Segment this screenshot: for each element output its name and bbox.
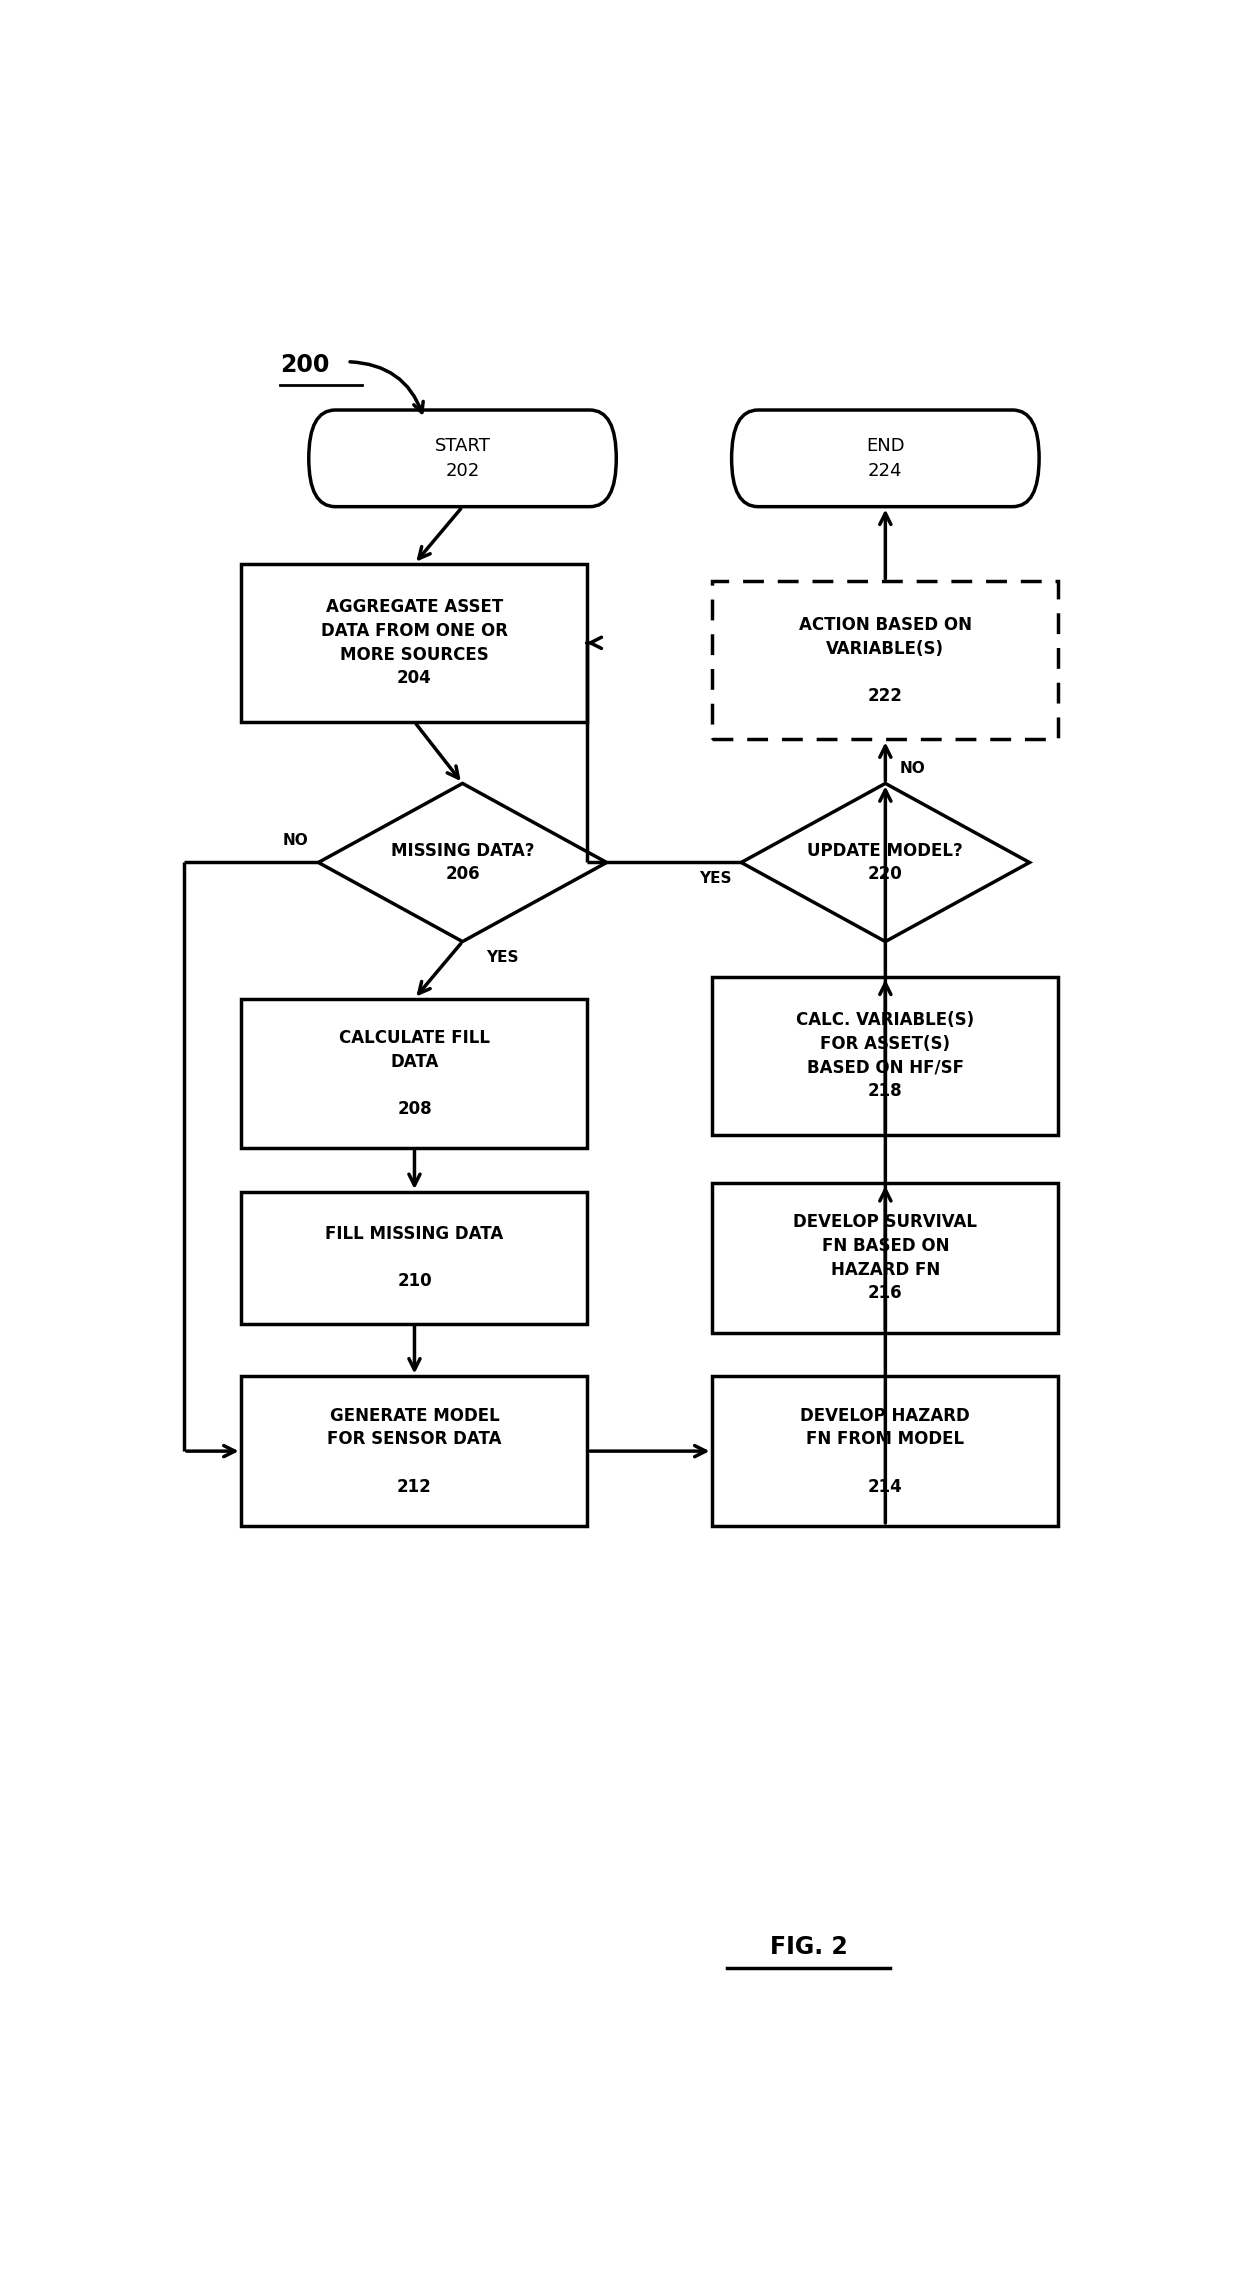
FancyBboxPatch shape [309,411,616,507]
Text: END
224: END 224 [866,436,905,479]
Text: CALC. VARIABLE(S)
FOR ASSET(S)
BASED ON HF/SF
218: CALC. VARIABLE(S) FOR ASSET(S) BASED ON … [796,1011,975,1100]
Text: DEVELOP HAZARD
FN FROM MODEL

214: DEVELOP HAZARD FN FROM MODEL 214 [801,1406,970,1495]
Text: YES: YES [486,949,520,965]
Text: ACTION BASED ON
VARIABLE(S)

222: ACTION BASED ON VARIABLE(S) 222 [799,616,972,705]
Polygon shape [742,783,1029,942]
Text: FIG. 2: FIG. 2 [770,1935,847,1958]
FancyBboxPatch shape [242,1000,588,1148]
FancyBboxPatch shape [242,1376,588,1527]
Text: MISSING DATA?
206: MISSING DATA? 206 [391,842,534,883]
Text: CALCULATE FILL
DATA

208: CALCULATE FILL DATA 208 [339,1029,490,1118]
Text: YES: YES [699,872,732,885]
Polygon shape [319,783,606,942]
Text: START
202: START 202 [434,436,491,479]
FancyBboxPatch shape [713,977,1059,1134]
Text: GENERATE MODEL
FOR SENSOR DATA

212: GENERATE MODEL FOR SENSOR DATA 212 [327,1406,502,1495]
FancyBboxPatch shape [713,1376,1059,1527]
FancyBboxPatch shape [713,582,1059,739]
FancyBboxPatch shape [713,1182,1059,1333]
Text: UPDATE MODEL?
220: UPDATE MODEL? 220 [807,842,963,883]
Text: NO: NO [283,833,309,849]
FancyBboxPatch shape [242,564,588,721]
FancyBboxPatch shape [242,1191,588,1324]
Text: 200: 200 [280,354,330,377]
Text: DEVELOP SURVIVAL
FN BASED ON
HAZARD FN
216: DEVELOP SURVIVAL FN BASED ON HAZARD FN 2… [794,1214,977,1303]
FancyBboxPatch shape [732,411,1039,507]
Text: AGGREGATE ASSET
DATA FROM ONE OR
MORE SOURCES
204: AGGREGATE ASSET DATA FROM ONE OR MORE SO… [321,598,508,687]
Text: FILL MISSING DATA

210: FILL MISSING DATA 210 [325,1225,503,1289]
Text: NO: NO [900,762,925,776]
